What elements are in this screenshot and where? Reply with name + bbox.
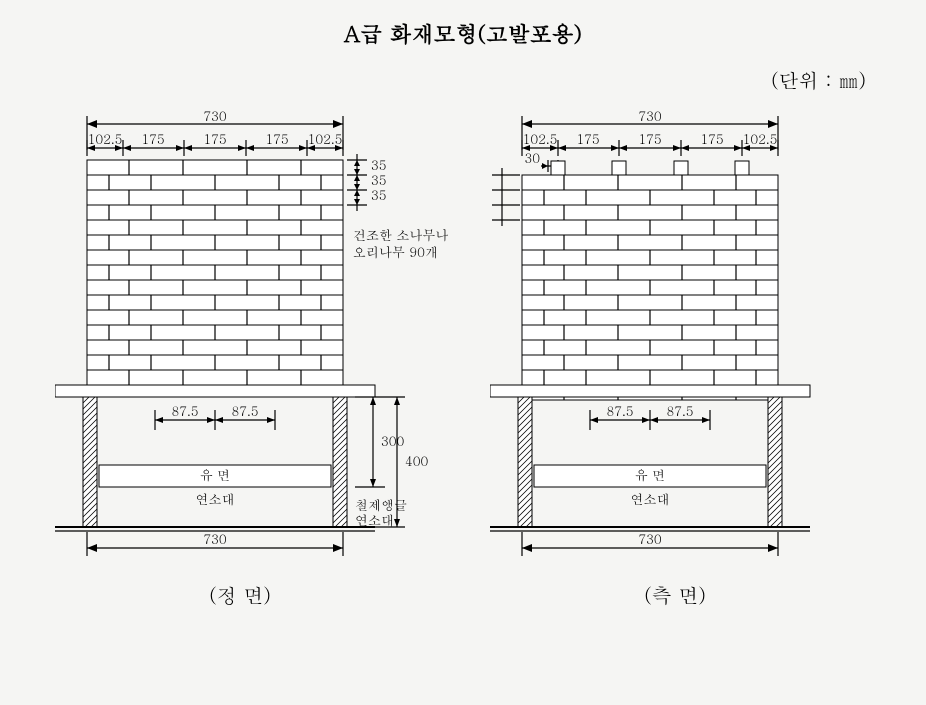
svg-text:175: 175 (700, 129, 723, 148)
svg-text:87.5: 87.5 (231, 401, 258, 420)
side-wood-crib (522, 175, 778, 400)
wood-crib (87, 160, 343, 385)
side-dim-bottom-overall: 730 (522, 529, 778, 556)
svg-text:400: 400 (405, 451, 428, 470)
dim-row-heights: 35 35 35 (347, 154, 387, 211)
unit-label: (단위 : ㎜) (771, 65, 866, 94)
side-dim-top-segments: 102.5 175 175 175 102.5 (522, 129, 778, 156)
svg-text:175: 175 (638, 129, 661, 148)
side-top-posts (551, 161, 749, 175)
svg-text:연소대: 연소대 (631, 489, 670, 508)
svg-text:300: 300 (381, 431, 404, 450)
side-row-ext-lines (492, 168, 520, 226)
wood-note-2: 오리나무 90개 (353, 242, 438, 261)
svg-text:730: 730 (638, 529, 661, 548)
side-view-svg: 730 102.5 175 175 175 102.5 30 (490, 110, 890, 650)
side-dim-leg-inner: 87.5 87.5 (590, 401, 710, 430)
svg-text:30: 30 (525, 148, 541, 167)
dim-bottom-overall: 730 (87, 529, 343, 556)
svg-text:730: 730 (638, 110, 661, 125)
svg-text:175: 175 (141, 129, 164, 148)
front-view-svg: 730 102.5 175 175 175 102.5 (55, 110, 455, 650)
table-base: 유 면 연소대 (55, 385, 375, 531)
svg-text:102.5: 102.5 (743, 129, 778, 148)
svg-text:87.5: 87.5 (171, 401, 198, 420)
svg-text:102.5: 102.5 (308, 129, 343, 148)
burner-label: 연소대 (196, 489, 235, 508)
dim-top-overall-value: 730 (203, 110, 226, 125)
svg-text:102.5: 102.5 (88, 129, 123, 148)
dim-top-segments: 102.5 175 175 175 102.5 (87, 129, 343, 156)
svg-text:87.5: 87.5 (606, 401, 633, 420)
front-caption: (정 면) (140, 580, 340, 609)
side-table-base: 유 면 연소대 (490, 385, 810, 531)
side-caption: (측 면) (575, 580, 775, 609)
svg-text:175: 175 (265, 129, 288, 148)
svg-text:175: 175 (203, 129, 226, 148)
dim-leg-inner: 87.5 87.5 (155, 401, 275, 430)
side-view-panel: 730 102.5 175 175 175 102.5 30 (490, 110, 890, 655)
angle-note-2: 연소대 (355, 510, 394, 529)
svg-text:87.5: 87.5 (666, 401, 693, 420)
svg-text:102.5: 102.5 (523, 129, 558, 148)
svg-text:35: 35 (371, 185, 387, 204)
svg-text:175: 175 (576, 129, 599, 148)
svg-text:730: 730 (203, 529, 226, 548)
page-title: A급 화재모형(고발포용) (0, 18, 926, 49)
svg-text:유 면: 유 면 (635, 465, 665, 484)
front-view-panel: 730 102.5 175 175 175 102.5 (55, 110, 455, 655)
oil-surface-label: 유 면 (200, 465, 230, 484)
